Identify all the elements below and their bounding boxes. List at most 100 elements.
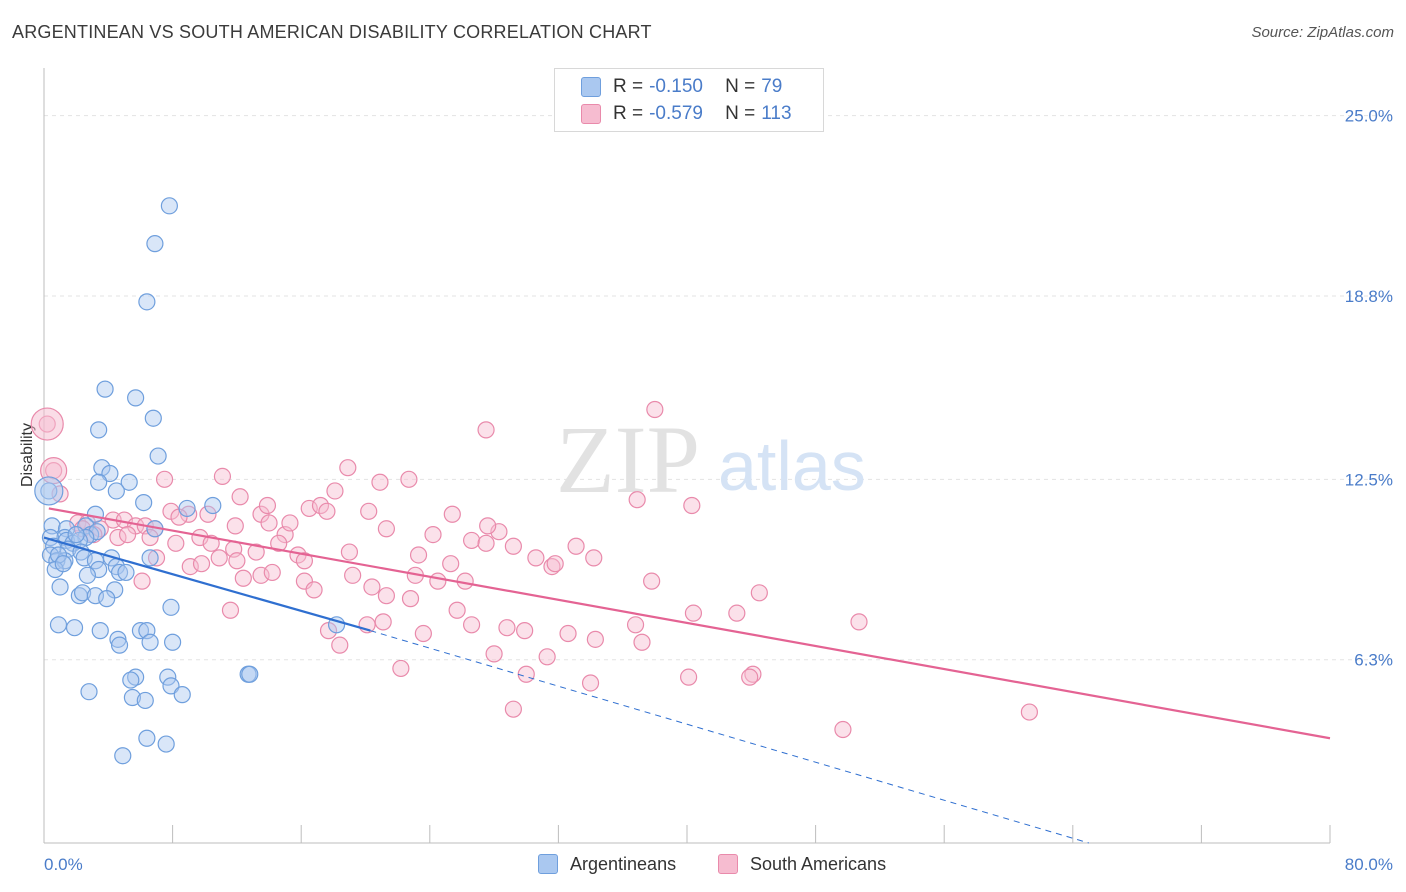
argentineans-point	[120, 473, 138, 491]
south-americans-point	[477, 534, 495, 552]
argentineans-point	[49, 546, 68, 564]
watermark-atlas: atlas	[718, 427, 866, 505]
south-americans-point	[252, 566, 270, 584]
south-americans-point	[374, 613, 392, 631]
south-americans-point	[646, 400, 664, 419]
x-tick-label-min: 0.0%	[44, 855, 83, 874]
south-americans-point	[263, 563, 281, 582]
south-americans-point	[305, 581, 323, 599]
y-tick-label: 18.8%	[1345, 287, 1393, 306]
watermark-zip: ZIP	[556, 406, 700, 513]
argentineans-point	[178, 499, 196, 518]
argentineans-trend-line	[43, 536, 371, 632]
south-americans-point	[543, 558, 561, 576]
argentineans-point	[162, 598, 180, 616]
south-americans-point	[424, 525, 442, 544]
south-americans-point	[260, 514, 278, 532]
argentineans-point	[56, 552, 74, 570]
south-americans-point	[340, 543, 359, 561]
south-americans-point	[479, 517, 497, 535]
south-americans-point	[281, 514, 299, 532]
watermark: ZIP atlas	[556, 406, 866, 513]
bottom-legend-argentineans: Argentineans	[538, 852, 676, 876]
south-americans-point	[485, 645, 503, 663]
n-label: N =	[725, 76, 756, 97]
argentineans-point	[173, 686, 191, 704]
argentineans-point	[141, 549, 159, 567]
south-americans-point	[401, 590, 420, 608]
argentineans-points	[34, 197, 346, 765]
south-americans-point	[1020, 703, 1038, 721]
argentineans-point	[90, 421, 108, 439]
south-americans-point	[741, 668, 759, 686]
south-americans-point	[409, 546, 428, 564]
south-americans-point	[527, 549, 545, 567]
y-tick-label: 12.5%	[1345, 470, 1393, 489]
south-americans-point	[363, 578, 381, 596]
axes	[43, 68, 1331, 844]
argentineans-trend-extension	[370, 630, 1090, 844]
argentineans-point	[162, 677, 180, 695]
south-americans-point	[371, 473, 389, 491]
argentineans-point	[117, 563, 135, 582]
argentineans-point	[90, 473, 108, 491]
south-americans-point	[834, 720, 852, 739]
bottom-legend-south-americans: South Americans	[718, 852, 886, 876]
source-credit: Source: ZipAtlas.com	[1251, 24, 1394, 41]
south-americans-point	[231, 488, 249, 506]
argentineans-point	[122, 671, 140, 689]
south-americans-point	[462, 616, 481, 634]
argentineans-swatch	[581, 77, 601, 97]
n-label: N =	[725, 103, 756, 124]
argentineans-point	[110, 563, 129, 582]
south-americans-point	[448, 601, 466, 619]
south-americans-point	[581, 674, 600, 692]
south-americans-point	[586, 630, 604, 648]
argentineans-point	[107, 482, 125, 500]
south-americans-point	[626, 616, 645, 634]
x-tick-label-max: 80.0%	[1345, 855, 1393, 874]
r-value: -0.150	[649, 76, 703, 97]
south-americans-point	[462, 531, 481, 550]
argentineans-legend-label: Argentineans	[570, 853, 677, 874]
south-americans-point	[517, 665, 535, 683]
south-americans-point	[118, 525, 137, 544]
south-americans-point	[258, 496, 277, 515]
south-americans-legend-label: South Americans	[750, 853, 887, 874]
argentineans-point	[73, 584, 92, 602]
argentineans-point	[109, 630, 127, 648]
south-americans-swatch	[581, 104, 601, 124]
y-tick-label: 6.3%	[1354, 651, 1393, 670]
argentineans-point	[114, 747, 132, 765]
argentineans-point	[110, 636, 129, 654]
y-tick-labels: 6.3% 12.5% 18.8% 25.0%	[1345, 107, 1393, 670]
south-americans-point	[331, 636, 349, 654]
south-americans-point	[567, 537, 585, 555]
south-americans-point	[585, 549, 603, 567]
argentineans-point	[241, 665, 259, 683]
legend-row-argentineans: R = -0.150 N = 79	[581, 74, 782, 100]
south-americans-point	[728, 604, 746, 622]
argentineans-point	[136, 691, 154, 710]
south-americans-point	[750, 584, 768, 602]
argentineans-point	[101, 464, 119, 483]
argentineans-point	[57, 520, 76, 538]
south-americans-point	[133, 572, 151, 590]
chart-title: ARGENTINEAN VS SOUTH AMERICAN DISABILITY…	[12, 22, 652, 42]
correlation-legend: R = -0.150 N = 79 R = -0.579 N = 113	[554, 68, 824, 132]
south-americans-point	[414, 624, 432, 643]
south-americans-point	[744, 665, 762, 683]
argentineans-point	[149, 447, 167, 465]
argentineans-point	[141, 633, 159, 651]
south-americans-point	[167, 534, 185, 552]
south-americans-point	[141, 528, 159, 547]
south-americans-point	[221, 601, 240, 619]
south-americans-point	[311, 496, 330, 515]
argentineans-point	[146, 235, 164, 253]
argentineans-point	[204, 496, 222, 515]
argentineans-point	[67, 525, 85, 544]
argentineans-point-large	[34, 476, 64, 506]
argentineans-point	[160, 197, 178, 215]
south-americans-point	[199, 505, 217, 523]
y-tick-label: 25.0%	[1345, 107, 1393, 126]
